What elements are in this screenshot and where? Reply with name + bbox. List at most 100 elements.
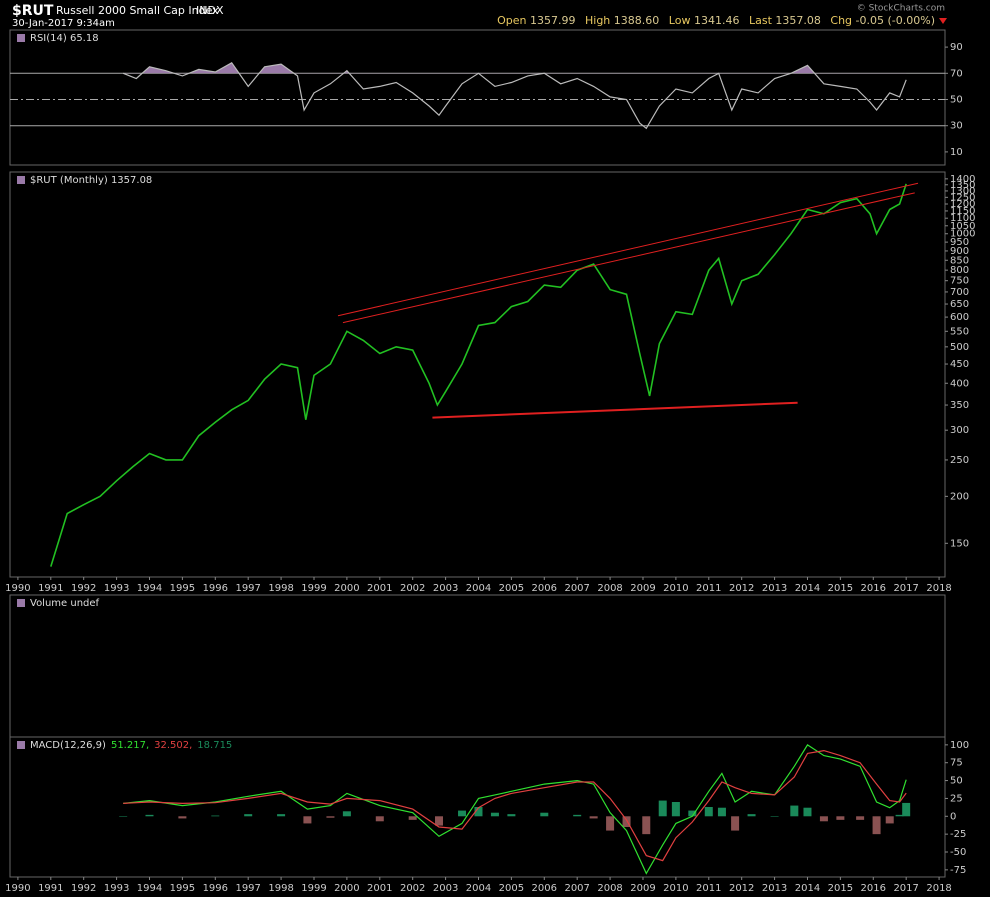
y-tick-label: 0 [950, 811, 956, 822]
histogram-bar [819, 816, 828, 822]
histogram-bar [178, 816, 187, 819]
x-tick-label: 1991 [38, 883, 63, 894]
histogram-bar [589, 816, 598, 819]
y-tick-label: 900 [950, 246, 969, 257]
quote: Open 1357.99 High 1388.60 Low 1341.46 La… [497, 14, 935, 27]
y-tick-label: 1300 [950, 186, 975, 197]
histogram-bar [458, 810, 467, 817]
x-tick-label: 2017 [893, 583, 918, 594]
x-tick-label: 2000 [334, 883, 359, 894]
x-tick-label: 2018 [926, 883, 951, 894]
histogram-bar [408, 816, 417, 820]
y-tick-label: 70 [950, 68, 963, 79]
quote-label: Last [749, 14, 773, 27]
x-tick-label: 2003 [433, 883, 458, 894]
y-tick-label: 300 [950, 425, 969, 436]
series-line [50, 183, 907, 567]
x-tick-label: 2011 [696, 583, 721, 594]
x-tick-label: 2012 [729, 883, 754, 894]
y-tick-label: -75 [950, 865, 966, 876]
x-tick-label: 2016 [861, 583, 886, 594]
panel-icon [17, 176, 25, 184]
panel-title: MACD(12,26,9) [30, 740, 106, 751]
legend-value: 32.502, [154, 740, 192, 751]
histogram-bar [671, 802, 680, 817]
y-tick-label: 600 [950, 312, 969, 323]
x-tick-label: 2005 [499, 583, 524, 594]
panel-frame [9, 171, 946, 578]
histogram-bar [895, 814, 904, 817]
x-tick-label: 2010 [663, 883, 688, 894]
panel-frame [9, 736, 946, 878]
y-tick-label: 50 [950, 95, 963, 106]
trendline [337, 182, 919, 317]
histogram-bar [606, 816, 615, 831]
y-tick-label: 200 [950, 491, 969, 502]
y-tick-label: 1400 [950, 174, 975, 185]
x-tick-label: 1995 [170, 583, 195, 594]
x-tick-label: 1994 [137, 583, 162, 594]
x-tick-label: 2007 [564, 883, 589, 894]
histogram-bar [303, 816, 312, 824]
histogram-bar [119, 816, 128, 817]
x-tick-label: 2001 [367, 583, 392, 594]
x-tick-label: 2012 [729, 583, 754, 594]
x-tick-label: 2014 [795, 583, 820, 594]
x-tick-label: 1994 [137, 883, 162, 894]
histogram-bar [490, 812, 499, 817]
histogram-bar [717, 807, 726, 817]
x-tick-label: 1990 [5, 883, 30, 894]
x-tick-label: 2001 [367, 883, 392, 894]
histogram-bar [622, 816, 631, 827]
x-tick-label: 2000 [334, 583, 359, 594]
histogram-bar [902, 802, 911, 817]
histogram-bar [803, 807, 812, 817]
histogram-bar [836, 816, 845, 820]
x-tick-label: 2010 [663, 583, 688, 594]
quote-label: Chg [830, 14, 852, 27]
y-tick-label: 650 [950, 299, 969, 310]
panel-title: Volume undef [30, 598, 100, 609]
legend-value: 18.715 [197, 740, 232, 751]
panel-icon [17, 599, 25, 607]
y-tick-label: 700 [950, 287, 969, 298]
x-tick-label: 2006 [532, 583, 557, 594]
y-tick-label: 350 [950, 400, 969, 411]
y-tick-label: 30 [950, 121, 963, 132]
histogram-bar [731, 816, 740, 831]
y-tick-label: 90 [950, 42, 963, 53]
quote-label: Open [497, 14, 526, 27]
x-tick-label: 2009 [630, 583, 655, 594]
x-tick-label: 2011 [696, 883, 721, 894]
y-tick-label: 25 [950, 793, 963, 804]
overbought-fill [142, 62, 815, 74]
panel-frame [9, 29, 946, 166]
y-tick-label: 450 [950, 359, 969, 370]
y-tick-label: 1250 [950, 192, 975, 203]
y-tick-label: 1100 [950, 213, 975, 224]
x-tick-label: 1990 [5, 583, 30, 594]
y-tick-label: 1150 [950, 206, 975, 217]
histogram-bar [540, 812, 549, 817]
panel-icon [17, 34, 25, 42]
x-tick-label: 1995 [170, 883, 195, 894]
x-tick-label: 1998 [268, 883, 293, 894]
histogram-bar [856, 816, 865, 820]
x-tick-label: 1997 [235, 583, 260, 594]
quote-value: 1357.08 [775, 14, 821, 27]
x-tick-label: 1993 [104, 583, 129, 594]
x-tick-label: 2008 [597, 583, 622, 594]
x-tick-label: 1998 [268, 583, 293, 594]
x-tick-label: 1999 [301, 583, 326, 594]
panel-icon [17, 741, 25, 749]
symbol: $RUT [12, 3, 54, 19]
legend-value: 51.217, [111, 740, 149, 751]
y-tick-label: 50 [950, 776, 963, 787]
x-tick-label: 2005 [499, 883, 524, 894]
histogram-bar [474, 807, 483, 817]
quote-value: 1341.46 [694, 14, 740, 27]
x-tick-label: 1992 [71, 883, 96, 894]
histogram-bar [790, 805, 799, 817]
